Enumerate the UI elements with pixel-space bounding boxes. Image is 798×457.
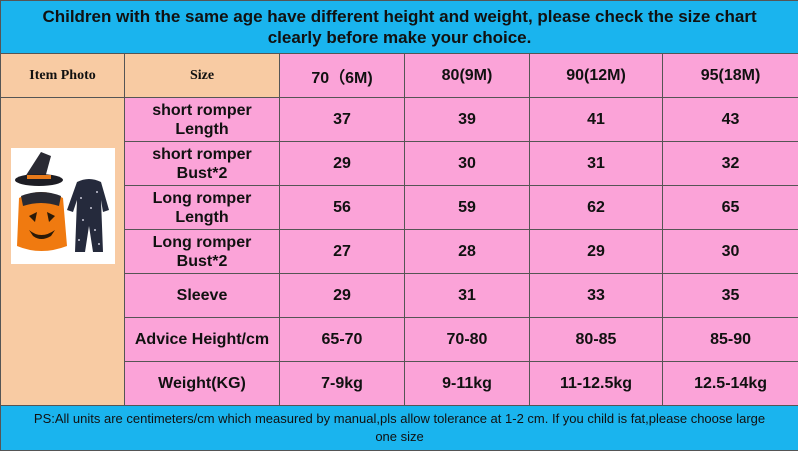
item-photo xyxy=(10,148,115,264)
row-label: Long romper Length xyxy=(124,185,280,230)
size-value: 65 xyxy=(661,185,798,230)
row-label: short romper Bust*2 xyxy=(124,141,280,186)
size-value: 32 xyxy=(661,141,798,186)
size-value: 9-11kg xyxy=(404,361,530,406)
size-value: 30 xyxy=(404,141,530,186)
size-value: 11-12.5kg xyxy=(529,361,663,406)
item-photo-cell xyxy=(0,97,125,406)
table-row: Advice Height/cm 65-70 70-80 80-85 85-90 xyxy=(1,317,798,362)
size-value: 65-70 xyxy=(279,317,405,362)
size-value: 29 xyxy=(279,273,405,318)
size-value: 27 xyxy=(279,229,405,274)
size-value: 31 xyxy=(529,141,663,186)
size-value: 30 xyxy=(661,229,798,274)
size-value: 29 xyxy=(279,141,405,186)
column-header: 90(12M) xyxy=(529,53,663,98)
table-row: short romper Length 37 39 41 43 xyxy=(0,97,798,406)
row-label: Weight(KG) xyxy=(124,361,280,406)
size-value: 33 xyxy=(529,273,663,318)
column-header: Item Photo xyxy=(0,53,125,98)
header-row: Item Photo Size 70（6M) 80(9M) 90(12M) 95(18M) xyxy=(0,53,798,98)
footer-note: PS:All units are centimeters/cm which me… xyxy=(0,405,798,451)
table-row: Long romper Length 56 59 62 65 xyxy=(1,185,798,230)
size-value: 41 xyxy=(529,97,663,142)
row-label: Sleeve xyxy=(124,273,280,318)
banner-row: Children with the same age have differen… xyxy=(0,0,798,54)
size-value: 62 xyxy=(529,185,663,230)
size-value: 31 xyxy=(404,273,530,318)
banner-title: Children with the same age have differen… xyxy=(0,0,798,54)
column-header: Size xyxy=(124,53,280,98)
row-label: Advice Height/cm xyxy=(124,317,280,362)
size-value: 59 xyxy=(404,185,530,230)
size-value: 39 xyxy=(404,97,530,142)
column-header: 70（6M) xyxy=(279,53,405,98)
table-row: short romper Bust*2 29 30 31 32 xyxy=(1,141,798,186)
column-header: 95(18M) xyxy=(661,53,798,98)
table-row: Sleeve 29 31 33 35 xyxy=(1,273,798,318)
size-value: 56 xyxy=(279,185,405,230)
size-value: 80-85 xyxy=(529,317,663,362)
footer-row: PS:All units are centimeters/cm which me… xyxy=(0,405,798,451)
size-value: 28 xyxy=(404,229,530,274)
size-value: 35 xyxy=(661,273,798,318)
size-value: 37 xyxy=(279,97,405,142)
size-value: 43 xyxy=(661,97,798,142)
table-row: Long romper Bust*2 27 28 29 30 xyxy=(1,229,798,274)
row-label: Long romper Bust*2 xyxy=(124,229,280,274)
size-value: 12.5-14kg xyxy=(661,361,798,406)
size-value: 70-80 xyxy=(404,317,530,362)
table-row: Weight(KG) 7-9kg 9-11kg 11-12.5kg 12.5-14kg xyxy=(1,361,798,406)
size-value: 85-90 xyxy=(661,317,798,362)
size-value: 29 xyxy=(529,229,663,274)
column-header: 80(9M) xyxy=(404,53,530,98)
row-label: short romper Length xyxy=(124,97,280,142)
size-value: 7-9kg xyxy=(279,361,405,406)
